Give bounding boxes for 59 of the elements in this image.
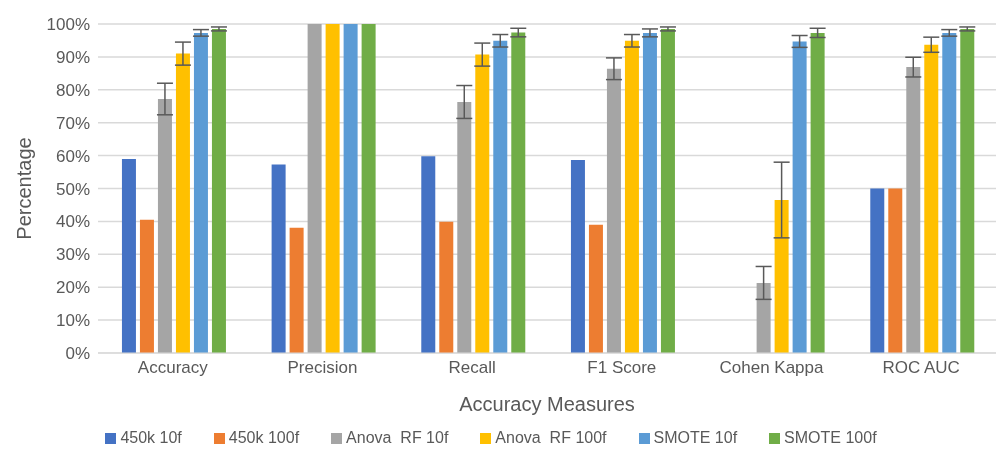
legend-label: 450k 100f (228, 429, 300, 446)
bar (325, 24, 340, 353)
x-tick-label: Accuracy (137, 358, 209, 378)
x-tick-label: F1 Score (587, 358, 657, 378)
bar (211, 28, 226, 353)
bar (810, 32, 825, 353)
bar (121, 158, 136, 353)
bar (343, 24, 358, 353)
y-axis-title: Percentage (13, 137, 36, 240)
bar (475, 54, 490, 353)
y-tick-label: 100% (46, 15, 90, 35)
bar (511, 32, 526, 353)
x-tick-label: Cohen Kappa (719, 358, 825, 378)
bar (570, 159, 585, 353)
x-axis-title: Accuracy Measures (459, 393, 635, 415)
bar (774, 200, 789, 353)
bar (660, 28, 675, 353)
bar (175, 53, 190, 353)
bar (457, 101, 472, 353)
bar (942, 32, 957, 353)
bar (924, 44, 939, 353)
y-tick-label: 70% (55, 113, 90, 133)
x-tick-label: ROC AUC (882, 358, 960, 378)
y-tick-label: 90% (55, 47, 90, 67)
bar (624, 40, 639, 353)
bar (439, 221, 454, 353)
x-tick-label: Recall (448, 358, 496, 378)
bar (588, 224, 603, 353)
bar (271, 164, 286, 353)
y-tick-label: 50% (55, 179, 90, 199)
bar (289, 227, 304, 353)
bar (157, 99, 172, 353)
legend-label: SMOTE 10f (653, 429, 738, 446)
y-tick-label: 60% (55, 146, 90, 166)
bar (193, 32, 208, 353)
y-tick-label: 80% (55, 80, 90, 100)
legend-label: Anova RF 100f (495, 429, 607, 446)
bar (139, 219, 154, 353)
bar (906, 67, 921, 353)
bar (307, 24, 322, 353)
y-tick-label: 10% (55, 311, 90, 331)
legend-label: 450k 10f (120, 429, 182, 446)
bar (606, 68, 621, 353)
bar (888, 188, 903, 353)
y-tick-label: 20% (55, 278, 90, 298)
x-tick-label: Precision (287, 358, 358, 378)
bar (493, 40, 508, 353)
y-tick-label: 0% (65, 344, 90, 364)
y-tick-label: 40% (55, 212, 90, 232)
legend-label: Anova RF 10f (346, 429, 449, 446)
bar (421, 156, 436, 353)
legend-label: SMOTE 100f (784, 429, 877, 446)
bar (870, 188, 885, 353)
bar (642, 32, 657, 353)
bar (960, 28, 975, 353)
bar (756, 282, 771, 353)
bar (792, 41, 807, 353)
y-tick-label: 30% (55, 245, 90, 265)
bar (361, 24, 376, 353)
